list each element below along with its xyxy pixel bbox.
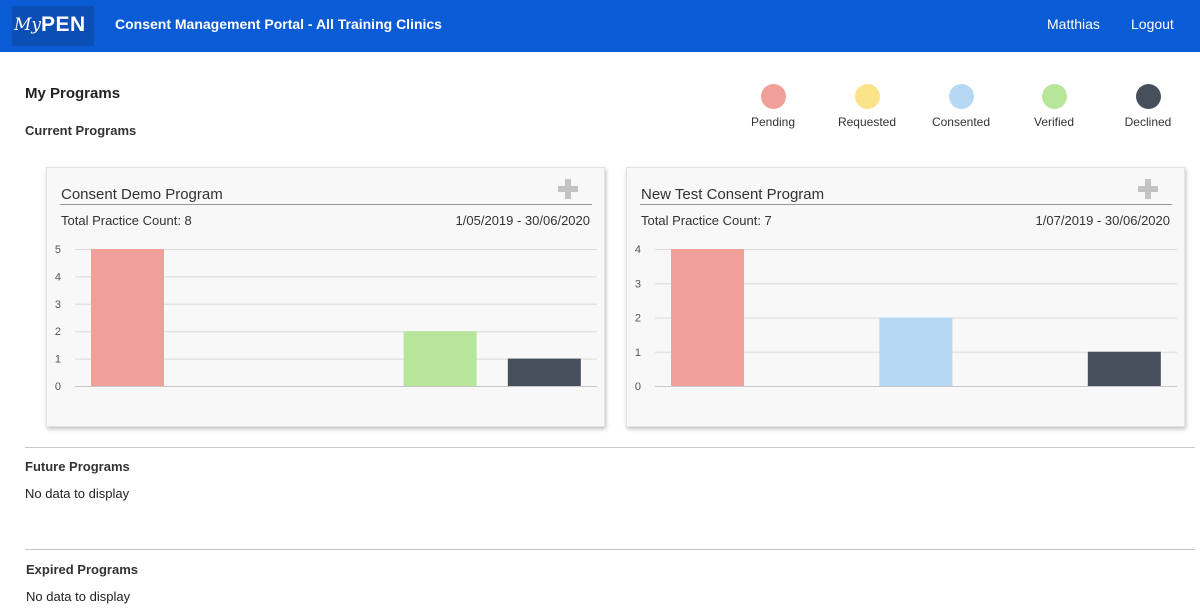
legend-dot-pending [760,84,786,109]
status-legend: Pending Requested Consented Verified Dec… [740,84,1180,134]
card-divider [640,204,1172,205]
y-tick-label: 3 [635,278,641,290]
legend-item-pending: Pending [733,84,813,129]
legend-item-verified: Verified [1014,84,1094,129]
y-tick-label: 5 [55,244,61,256]
add-icon[interactable] [557,178,579,200]
practice-count: Total Practice Count: 8 [61,213,192,228]
top-navbar: My PEN Consent Management Portal - All T… [0,0,1200,52]
y-tick-label: 1 [635,347,641,359]
add-icon[interactable] [1137,178,1159,200]
legend-dot-requested [854,84,880,109]
program-title: New Test Consent Program [641,186,825,203]
legend-dot-consented [948,84,974,109]
page-title: My Programs [25,85,121,102]
date-range: 1/05/2019 - 30/06/2020 [455,213,590,228]
user-menu-link[interactable]: Matthias [1047,16,1100,32]
y-tick-label: 0 [635,381,641,393]
program-title: Consent Demo Program [61,186,223,203]
mypen-logo[interactable]: My PEN [12,6,94,46]
bar-declined[interactable] [507,358,581,386]
y-tick-label: 4 [55,271,61,283]
logo-my-text: My [14,15,42,35]
legend-label: Declined [1124,115,1172,129]
y-tick-label: 3 [55,299,61,311]
bar-declined[interactable] [1087,351,1161,386]
legend-label: Requested [837,115,897,129]
date-range: 1/07/2019 - 30/06/2020 [1035,213,1170,228]
program-bar-chart: 0 1 2 3 4 [635,244,1177,393]
bar-pending[interactable] [671,249,744,386]
section-divider [25,447,1195,448]
program-card: Consent Demo Program Total Practice Coun… [46,167,605,427]
legend-label: Pending [750,115,796,129]
current-programs-heading: Current Programs [25,123,137,138]
bar-pending[interactable] [91,249,164,386]
section-divider [25,549,1195,550]
logout-link[interactable]: Logout [1131,16,1174,32]
y-tick-label: 4 [635,244,641,256]
legend-label: Consented [931,115,991,129]
future-programs-empty: No data to display [25,486,130,501]
legend-dot-verified [1041,84,1067,109]
bar-verified[interactable] [403,331,477,386]
legend-dot-declined [1135,84,1161,109]
program-bar-chart: 0 1 2 3 4 5 [55,244,597,393]
future-programs-heading: Future Programs [25,459,130,474]
program-card: New Test Consent Program Total Practice … [626,167,1185,427]
legend-item-declined: Declined [1108,84,1188,129]
legend-item-consented: Consented [921,84,1001,129]
bar-consented[interactable] [879,317,953,387]
y-tick-label: 0 [55,381,61,393]
logo-pen-text: PEN [41,13,86,36]
y-tick-label: 2 [55,326,61,338]
legend-item-requested: Requested [827,84,907,129]
y-tick-label: 2 [635,313,641,325]
legend-label: Verified [1033,115,1075,129]
practice-count: Total Practice Count: 7 [641,213,772,228]
card-divider [60,204,592,205]
expired-programs-heading: Expired Programs [26,562,138,577]
expired-programs-empty: No data to display [26,589,131,604]
app-title: Consent Management Portal - All Training… [115,16,442,32]
y-tick-label: 1 [55,354,61,366]
